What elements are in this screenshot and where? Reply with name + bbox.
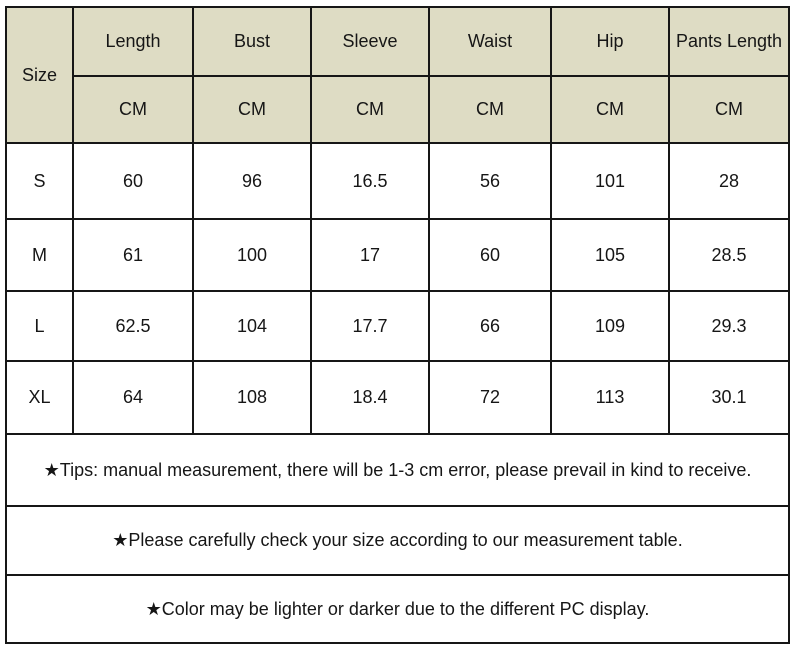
value-cell-waist: 66: [428, 290, 552, 362]
header-row-labels: Size Length Bust Sleeve Waist Hip Pants …: [5, 6, 790, 144]
header-cell-hip: Hip: [550, 6, 670, 77]
note-row-check-size: ★Please carefully check your size accord…: [5, 505, 790, 576]
value-cell-waist: 56: [428, 142, 552, 220]
value-cell-length: 60: [72, 142, 194, 220]
value-cell-sleeve: 17.7: [310, 290, 430, 362]
header-cell-size: Size: [5, 6, 74, 144]
value-cell-hip: 101: [550, 142, 670, 220]
unit-cell-waist: CM: [428, 75, 552, 144]
note-text-measurement-error: ★Tips: manual measurement, there will be…: [5, 433, 790, 507]
value-cell-hip: 105: [550, 218, 670, 292]
header-cell-pants-length: Pants Length: [668, 6, 790, 77]
unit-cell-sleeve: CM: [310, 75, 430, 144]
note-row-color-display: ★Color may be lighter or darker due to t…: [5, 574, 790, 644]
table-row-size-m: M 61 100 17 60 105 28.5: [5, 218, 790, 292]
note-row-tips: ★Tips: manual measurement, there will be…: [5, 433, 790, 507]
value-cell-waist: 60: [428, 218, 552, 292]
value-cell-bust: 104: [192, 290, 312, 362]
table-row-size-xl: XL 64 108 18.4 72 113 30.1: [5, 360, 790, 435]
header-cell-length: Length: [72, 6, 194, 77]
header-cell-sleeve: Sleeve: [310, 6, 430, 77]
note-text-check-size: ★Please carefully check your size accord…: [5, 505, 790, 576]
unit-cell-length: CM: [72, 75, 194, 144]
value-cell-length: 64: [72, 360, 194, 435]
value-cell-pants-length: 28: [668, 142, 790, 220]
unit-cell-hip: CM: [550, 75, 670, 144]
size-cell: M: [5, 218, 74, 292]
value-cell-pants-length: 29.3: [668, 290, 790, 362]
table-row-size-l: L 62.5 104 17.7 66 109 29.3: [5, 290, 790, 362]
unit-cell-pants-length: CM: [668, 75, 790, 144]
value-cell-pants-length: 28.5: [668, 218, 790, 292]
note-text-color-display: ★Color may be lighter or darker due to t…: [5, 574, 790, 644]
value-cell-bust: 108: [192, 360, 312, 435]
value-cell-pants-length: 30.1: [668, 360, 790, 435]
value-cell-bust: 96: [192, 142, 312, 220]
value-cell-waist: 72: [428, 360, 552, 435]
value-cell-sleeve: 18.4: [310, 360, 430, 435]
value-cell-length: 62.5: [72, 290, 194, 362]
size-chart-table: Size Length Bust Sleeve Waist Hip Pants …: [5, 6, 790, 644]
value-cell-bust: 100: [192, 218, 312, 292]
header-row-units: CM CM CM CM CM CM: [6, 75, 790, 144]
table-row-size-s: S 60 96 16.5 56 101 28: [5, 142, 790, 220]
unit-cell-bust: CM: [192, 75, 312, 144]
size-cell: S: [5, 142, 74, 220]
value-cell-sleeve: 16.5: [310, 142, 430, 220]
header-cell-waist: Waist: [428, 6, 552, 77]
value-cell-hip: 109: [550, 290, 670, 362]
value-cell-length: 61: [72, 218, 194, 292]
header-cell-bust: Bust: [192, 6, 312, 77]
size-cell: L: [5, 290, 74, 362]
value-cell-sleeve: 17: [310, 218, 430, 292]
value-cell-hip: 113: [550, 360, 670, 435]
size-cell: XL: [5, 360, 74, 435]
